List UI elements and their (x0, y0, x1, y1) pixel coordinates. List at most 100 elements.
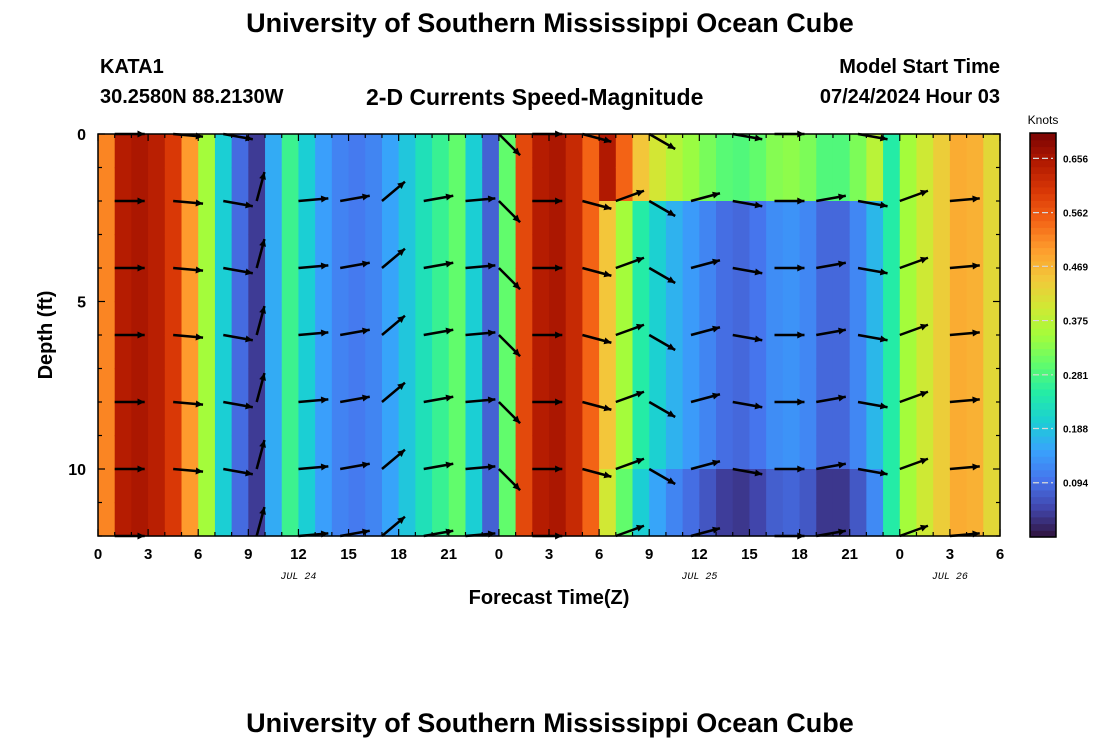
heatmap-cell (849, 502, 867, 537)
vector-head (838, 260, 846, 268)
chart-title: 2-D Currents Speed-Magnitude (366, 84, 704, 110)
heatmap-cell (782, 268, 801, 303)
heatmap-cell (699, 134, 717, 169)
heatmap-cell (565, 335, 584, 370)
current-vector (949, 396, 980, 404)
current-vector (173, 467, 204, 475)
colorbar-segment (1030, 281, 1056, 289)
vector-head (445, 327, 454, 335)
current-vector (465, 463, 496, 471)
heatmap-cell (632, 234, 650, 269)
heatmap-cell (582, 402, 600, 437)
vector-head (920, 524, 928, 532)
heatmap-cell (98, 435, 116, 470)
current-vector (582, 400, 612, 412)
heatmap-cell (966, 502, 984, 537)
heatmap-cell (699, 368, 717, 403)
heatmap-cell (265, 435, 283, 470)
vector-head (797, 264, 805, 272)
colorbar-segment (1030, 436, 1056, 444)
heatmap-cell (248, 469, 266, 504)
heatmap-cell (682, 268, 700, 303)
heatmap-cell (749, 502, 767, 537)
vector-head (920, 457, 928, 465)
vector-head (603, 404, 612, 412)
heatmap-cell (866, 301, 884, 336)
heatmap-cell (949, 435, 968, 470)
x-tick-label: 12 (691, 546, 708, 563)
heatmap-cell (549, 301, 567, 336)
heatmap-cell (615, 167, 634, 202)
vector-head (555, 398, 563, 406)
vector-head (667, 142, 676, 149)
heatmap-cell (632, 167, 650, 202)
heatmap-cell (665, 335, 684, 370)
colorbar-segment (1030, 301, 1056, 309)
heatmap-cell (348, 435, 366, 470)
heatmap-cell (816, 502, 834, 537)
current-vector (423, 327, 454, 337)
heatmap-cell (966, 435, 984, 470)
current-vector (298, 396, 329, 404)
colorbar-segment (1030, 483, 1056, 491)
heatmap-cell (782, 167, 801, 202)
heatmap-cell (515, 469, 533, 504)
heatmap-cell (214, 234, 233, 269)
heatmap-cell (599, 368, 617, 403)
colorbar-segment (1030, 523, 1056, 531)
heatmap-cell (682, 469, 700, 504)
heatmap-cell (181, 268, 199, 303)
vector-head (487, 396, 496, 404)
heatmap-cell (365, 402, 383, 437)
current-vector (298, 195, 329, 203)
heatmap-cell (732, 469, 751, 504)
heatmap-cell (365, 502, 383, 537)
heatmap-cell (398, 402, 416, 437)
heatmap-cell (131, 469, 149, 504)
heatmap-cell (498, 368, 517, 403)
heatmap-cell (949, 301, 968, 336)
heatmap-cell (114, 201, 133, 236)
current-vector (532, 331, 563, 339)
heatmap-cell (599, 134, 617, 169)
heatmap-cell (281, 502, 300, 537)
heatmap-cell (482, 134, 500, 169)
heatmap-cell (983, 268, 1001, 303)
heatmap-cell (615, 268, 634, 303)
heatmap-cell (599, 234, 617, 269)
heatmap-cell (331, 435, 350, 470)
heatmap-cell (782, 402, 801, 437)
colorbar-segment (1030, 166, 1056, 174)
heatmap-cell (381, 335, 400, 370)
heatmap-cell (732, 368, 751, 403)
heatmap-cell (849, 402, 867, 437)
colorbar-segment (1030, 415, 1056, 424)
heatmap-cell (699, 469, 717, 504)
heatmap-cell (248, 134, 266, 169)
heatmap-cell (365, 301, 383, 336)
vector-head (245, 268, 253, 276)
colorbar-segment (1030, 422, 1056, 430)
current-vector (582, 199, 612, 211)
heatmap-cell (482, 268, 500, 303)
heatmap-cell (699, 234, 717, 269)
heatmap-cell (381, 402, 400, 437)
heatmap-cell (198, 268, 216, 303)
current-vector (949, 329, 980, 337)
colorbar-segment (1030, 254, 1056, 262)
current-vector (465, 396, 496, 404)
heatmap-cell (916, 368, 934, 403)
heatmap-cell (749, 435, 767, 470)
heatmap-cell (615, 134, 634, 169)
heatmap-cell (716, 368, 734, 403)
vector-head (445, 528, 454, 536)
heatmap-cell (214, 368, 233, 403)
heatmap-cell (214, 134, 233, 169)
heatmap-cell (98, 234, 116, 269)
heatmap-cell (482, 301, 500, 336)
heatmap-cell (398, 502, 416, 537)
heatmap-cell (883, 502, 901, 537)
heatmap-cell (315, 335, 333, 370)
heatmap-cell (281, 335, 300, 370)
heatmap-cell (549, 134, 567, 169)
